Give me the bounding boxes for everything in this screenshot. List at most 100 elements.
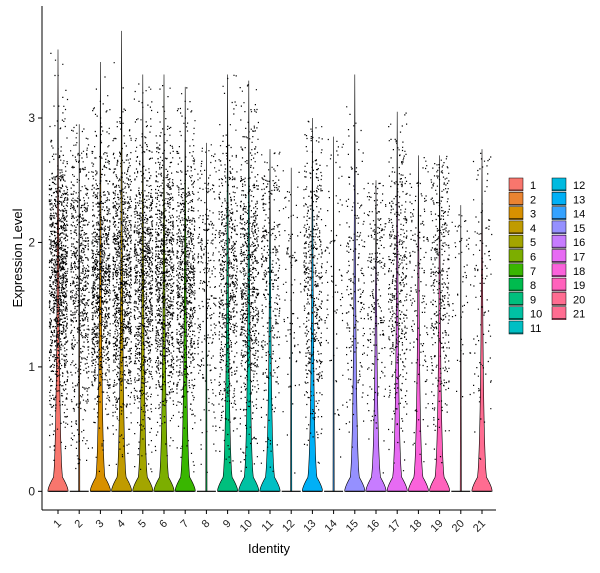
x-tick-label: 6	[157, 518, 170, 531]
legend-key-4	[508, 220, 524, 235]
legend-label-9: 9	[530, 294, 536, 306]
legend-key-12	[551, 177, 567, 192]
legend-key-15	[551, 220, 567, 235]
violin-15	[344, 74, 366, 492]
legend-label-12: 12	[573, 180, 585, 192]
violin-20	[459, 205, 462, 492]
violin-8	[205, 142, 208, 492]
x-tick-label: 1	[51, 518, 64, 531]
y-axis-title: Expression Level	[10, 208, 25, 307]
x-tick-label: 2	[73, 518, 86, 531]
legend-label-1: 1	[530, 180, 536, 192]
legend-key-20	[551, 292, 567, 306]
legend-key-14	[551, 206, 567, 220]
legend-key-6	[508, 249, 524, 263]
points-7	[176, 87, 196, 473]
points-10	[239, 84, 260, 472]
x-tick-label: 3	[94, 518, 107, 531]
y-tick-label: 3	[28, 111, 35, 125]
legend-label-21: 21	[573, 309, 585, 321]
violin-16	[365, 180, 387, 492]
y-tick-label: 1	[28, 360, 35, 374]
x-tick-label: 11	[260, 518, 277, 535]
violin-2	[78, 124, 81, 492]
legend-label-20: 20	[573, 294, 585, 306]
points-6	[154, 85, 175, 457]
x-tick-label: 10	[238, 518, 255, 535]
legend-key-17	[551, 249, 567, 263]
x-tick-label: 5	[136, 518, 149, 531]
points-5	[133, 83, 154, 473]
points-1	[48, 52, 69, 462]
points-12	[282, 170, 302, 474]
points-11	[260, 151, 281, 472]
legend-key-18	[551, 263, 567, 278]
violin-17	[386, 111, 408, 492]
violin-13	[301, 117, 323, 492]
x-tick-label: 20	[450, 518, 467, 535]
legend-label-19: 19	[573, 280, 585, 292]
points-3	[91, 76, 111, 473]
x-tick-label: 19	[429, 518, 446, 535]
x-tick-label: 16	[365, 518, 382, 535]
points-2	[70, 124, 90, 470]
legend-label-15: 15	[573, 223, 585, 235]
violin-9	[217, 74, 239, 492]
legend-key-7	[508, 263, 524, 278]
x-tick-label: 21	[471, 518, 488, 535]
legend-label-18: 18	[573, 266, 585, 278]
legend-key-2	[508, 192, 524, 206]
legend-label-8: 8	[530, 280, 536, 292]
legend-key-10	[508, 306, 524, 320]
points-9	[218, 74, 238, 464]
legend-label-10: 10	[530, 309, 542, 321]
legend-label-17: 17	[573, 252, 585, 264]
x-tick-label: 8	[200, 518, 213, 531]
violin-14	[332, 136, 335, 492]
x-tick-label: 12	[280, 518, 297, 535]
points-4	[112, 62, 132, 465]
legend-key-9	[508, 292, 524, 306]
legend-key-13	[551, 192, 567, 206]
violin-21	[471, 149, 493, 492]
points-18	[409, 157, 429, 463]
points-8	[197, 144, 217, 473]
violin-6	[153, 74, 175, 492]
legend-label-5: 5	[530, 237, 536, 249]
legend-label-7: 7	[530, 266, 536, 278]
legend-label-4: 4	[530, 223, 536, 235]
legend-label-14: 14	[573, 209, 585, 221]
x-tick-label: 15	[344, 518, 361, 535]
legend-label-11: 11	[530, 323, 541, 335]
legend-key-11	[508, 320, 524, 335]
legend-label-3: 3	[530, 209, 536, 221]
legend-label-13: 13	[573, 194, 585, 206]
x-tick-label: 4	[115, 518, 128, 531]
legend-label-16: 16	[573, 237, 585, 249]
legend-label-2: 2	[530, 194, 536, 206]
legend-key-5	[508, 234, 524, 249]
violin-18	[407, 155, 429, 492]
points-17	[388, 112, 408, 472]
legend-key-3	[508, 206, 524, 220]
x-tick-label: 7	[179, 518, 192, 531]
x-axis-title: Identity	[248, 541, 290, 556]
x-tick-label: 14	[323, 518, 340, 535]
legend-key-21	[551, 306, 567, 320]
points-13	[303, 120, 323, 464]
jitter-points-layer	[48, 52, 493, 474]
legend-key-8	[508, 277, 524, 292]
legend-key-19	[551, 277, 567, 292]
points-15	[345, 106, 366, 448]
x-tick-label: 18	[407, 518, 424, 535]
x-tick-label: 9	[221, 518, 234, 531]
y-tick-label: 0	[28, 484, 35, 498]
legend-key-16	[551, 234, 567, 249]
x-tick-label: 13	[301, 518, 318, 535]
x-tick-label: 17	[386, 518, 403, 535]
legend-key-1	[508, 177, 524, 192]
y-tick-label: 2	[28, 235, 35, 249]
